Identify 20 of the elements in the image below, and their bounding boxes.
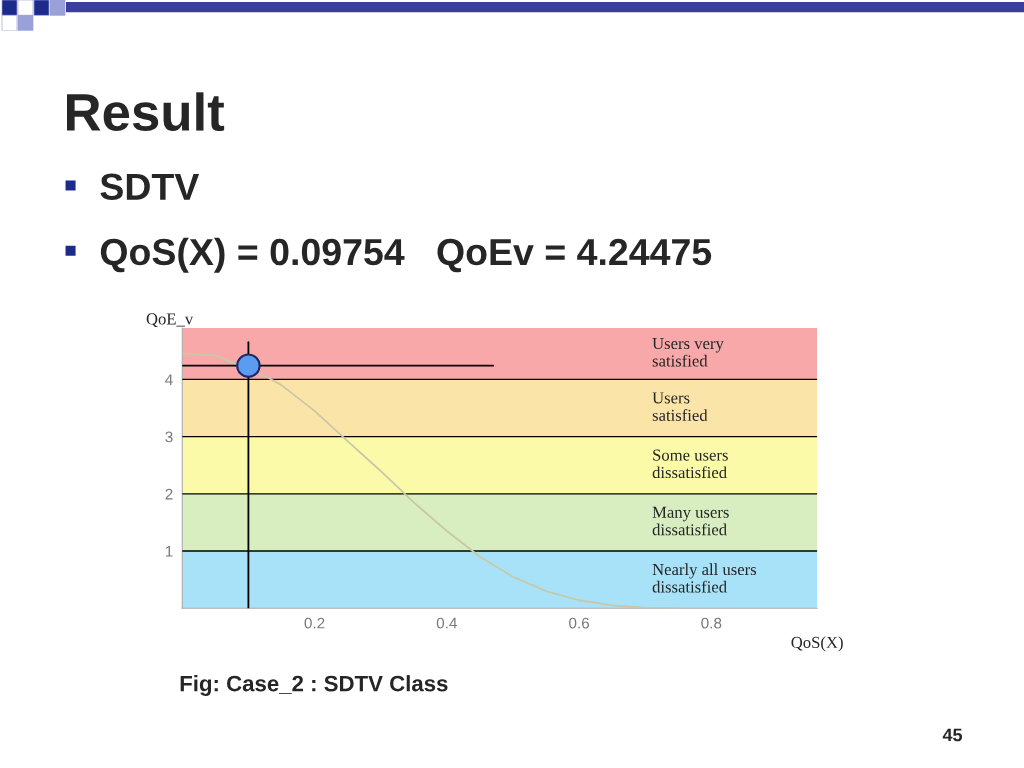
y-tick-label: 3 xyxy=(165,431,173,443)
x-tick-label: 0.4 xyxy=(436,617,457,629)
text: Fig: Case_2 : SDTV Class xyxy=(180,675,448,696)
chart-title: Result xyxy=(67,92,225,132)
band-label: Some users dissatisfied xyxy=(652,449,728,479)
text: 45 xyxy=(942,728,963,742)
band-label: Users satisfied xyxy=(652,392,708,421)
x-tick-label: 0.8 xyxy=(701,617,722,629)
x-tick-label: 0.2 xyxy=(304,617,325,629)
y-axis-title: QoE_v xyxy=(146,313,194,328)
text: QoS(X) = 0.09754 QoEv = 4.24475 xyxy=(100,237,712,273)
y-tick-label: 2 xyxy=(165,488,173,500)
band-label: Nearly all users dissatisfied xyxy=(652,563,757,593)
x-axis-title: QoS(X) xyxy=(791,636,843,652)
x-tick-label: 0.6 xyxy=(569,617,590,629)
y-tick-label: 1 xyxy=(165,546,173,557)
band-label: Many users dissatisfied xyxy=(652,506,729,536)
chart-subtitle: SDTV xyxy=(100,173,200,201)
band-label: Users very satisfied xyxy=(652,338,724,367)
y-tick-label: 4 xyxy=(165,374,173,385)
